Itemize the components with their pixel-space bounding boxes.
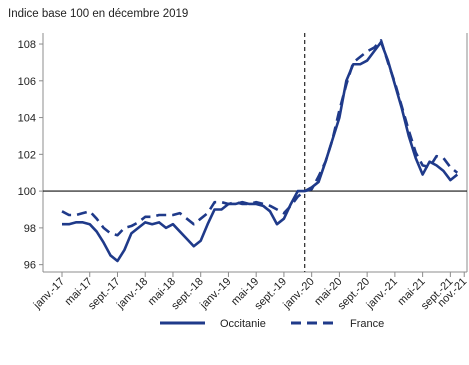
y-axis-ticks: 96 98 100 102 104 106 108 [18,39,43,272]
y-tick-label: 100 [18,186,36,198]
x-axis-ticks: janv.-17mai-17sept.-17janv.-18mai-18sept… [31,272,469,312]
y-tick-label: 104 [18,113,36,125]
legend-label-france: France [350,318,384,330]
series-layer [61,39,459,263]
y-tick-label: 108 [18,39,36,51]
y-tick-label: 98 [24,223,36,235]
series-line-occitanie [62,40,459,263]
legend: Occitanie France [160,318,384,330]
chart-title: Indice base 100 en décembre 2019 [8,8,188,20]
y-tick-label: 106 [18,76,36,88]
series-line-france [61,39,459,237]
y-tick-label: 96 [24,260,36,272]
y-tick-label: 102 [18,149,36,161]
legend-label-occitanie: Occitanie [220,318,266,330]
x-tick-label: janv.-17 [31,276,67,312]
